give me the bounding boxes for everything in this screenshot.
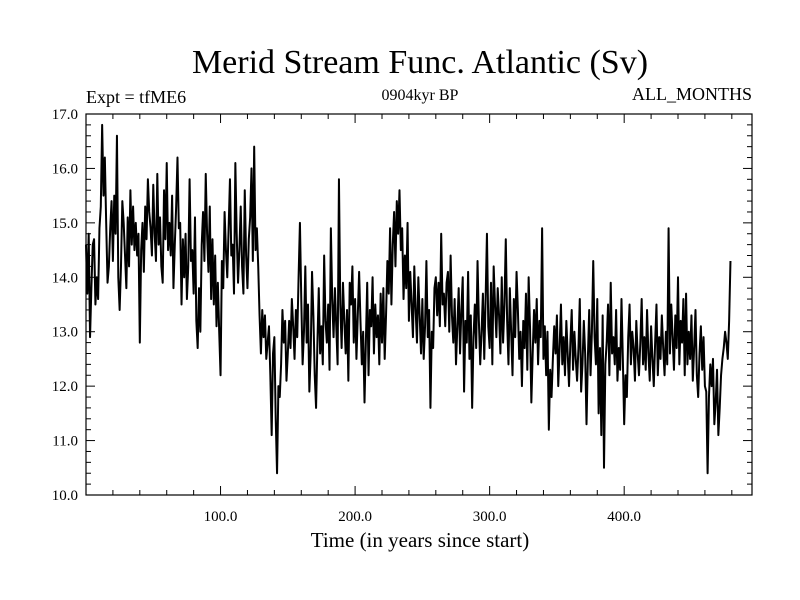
x-tick-label: 400.0 [607,509,641,525]
y-tick-label: 16.0 [52,161,78,177]
y-tick-label: 12.0 [52,379,78,395]
chart-title: Merid Stream Func. Atlantic (Sv) [192,44,648,81]
x-tick-label: 300.0 [473,509,507,525]
y-tick-label: 13.0 [52,325,78,341]
y-tick-label: 10.0 [52,488,78,504]
series-line [85,123,732,475]
y-tick-label: 11.0 [52,434,78,450]
y-tick-labels: 10.0 11.0 12.0 13.0 14.0 15.0 16.0 17.0 [52,107,78,504]
x-tick-labels: 100.0 200.0 300.0 400.0 [204,509,641,525]
months-label: ALL_MONTHS [632,84,752,104]
x-axis-label: Time (in years since start) [311,528,530,552]
y-tick-label: 17.0 [52,107,78,123]
expt-label: Expt = tfME6 [86,87,186,107]
plot-frame [85,113,753,496]
period-label: 0904kyr BP [382,87,459,104]
x-tick-label: 100.0 [204,509,238,525]
y-tick-label: 15.0 [52,216,78,232]
x-tick-label: 200.0 [338,509,372,525]
y-tick-label: 14.0 [52,270,78,286]
